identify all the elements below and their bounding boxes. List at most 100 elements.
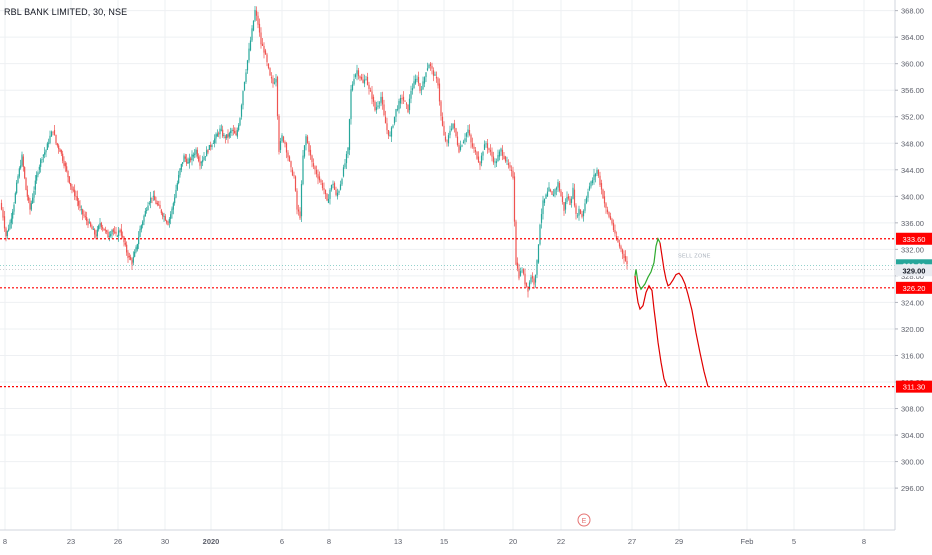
candle-body [371, 91, 373, 99]
candle-body [118, 230, 120, 237]
candle-body [548, 187, 550, 192]
candle-body [567, 196, 570, 199]
candle-body [16, 182, 18, 194]
candle-body [284, 141, 286, 144]
level-price-label: 333.60 [903, 235, 926, 244]
candle-body [75, 196, 77, 197]
candle-body [112, 229, 114, 232]
candle-body [327, 198, 330, 203]
time-tick-label: 13 [394, 537, 402, 546]
candle-body [509, 165, 511, 168]
candle-body [444, 136, 447, 141]
candle-body [537, 244, 540, 263]
candle-body [621, 249, 624, 254]
candle-body [275, 78, 277, 83]
candle-body [83, 214, 85, 216]
candle-body [455, 128, 457, 137]
candle-body [596, 169, 598, 174]
candle-body [579, 209, 582, 214]
candle-body [202, 160, 204, 163]
candle-body [13, 204, 15, 212]
candle-body [20, 165, 22, 169]
candle-body [600, 183, 603, 190]
event-marker-icon[interactable]: E [577, 513, 591, 527]
candle-body [64, 163, 66, 167]
candle-body [558, 183, 561, 191]
candle-body [335, 189, 337, 195]
horizontal-levels[interactable]: SELL ZONE [0, 238, 895, 388]
candle-body [251, 28, 253, 41]
candle-body [156, 202, 158, 205]
candle-body [222, 129, 224, 137]
level-price-badge [896, 232, 932, 245]
candle-body [542, 200, 544, 215]
candle-body [87, 220, 89, 226]
candle-body [405, 103, 408, 105]
candle-body [135, 247, 137, 252]
candle-body [136, 244, 138, 250]
candle-body [515, 221, 517, 265]
candle-body [252, 20, 255, 31]
candle-body [106, 230, 108, 232]
candle-body [561, 196, 564, 203]
candle-body [204, 156, 206, 158]
candle-body [315, 169, 318, 175]
time-axis[interactable]: 8 23 26 30 2020 6 8 13 15 20 22 27 29 Feb 5 8 E [0, 513, 895, 546]
candle-body [76, 196, 78, 201]
candle-body [434, 74, 436, 76]
candle-body [66, 166, 68, 171]
candle-body [369, 90, 372, 92]
candle-body [211, 145, 213, 147]
candle-body [503, 155, 505, 159]
candle-body [512, 170, 514, 179]
price-tick-label: 348.00 [901, 139, 924, 148]
candle-body [263, 46, 265, 53]
candle-body [404, 100, 406, 102]
candle-body [41, 159, 43, 160]
candle-body [437, 78, 439, 86]
candle-body [220, 129, 222, 131]
candle-body [3, 216, 6, 229]
candle-body [48, 142, 50, 144]
candle-body [320, 180, 322, 183]
candle-body [386, 123, 388, 131]
candle-body [399, 97, 402, 104]
candle-body [138, 236, 140, 245]
event-marker-label: E [582, 518, 587, 525]
candle-body [296, 190, 298, 210]
candle-body [384, 116, 387, 124]
candle-body [366, 76, 369, 85]
price-tick-label: 368.00 [901, 7, 924, 16]
candle-body [543, 198, 546, 203]
candle-body [49, 135, 51, 143]
candle-body [494, 161, 496, 163]
candle-body [611, 219, 613, 224]
candle-body [74, 189, 76, 197]
candle-body [585, 197, 588, 203]
candle-body [441, 116, 444, 126]
candle-body [80, 209, 82, 210]
candle-body [416, 78, 418, 80]
candle-body [471, 143, 474, 147]
candle-body [536, 260, 538, 275]
candle-body [248, 48, 250, 61]
candle-body [158, 204, 160, 206]
candle-body [128, 256, 130, 257]
candle-body [26, 189, 28, 197]
candle-body [240, 105, 243, 117]
candle-body [34, 180, 36, 190]
candle-body [372, 96, 375, 102]
candle-body [187, 162, 189, 164]
candle-body [276, 76, 279, 117]
candle-body [123, 236, 125, 243]
candle-body [120, 229, 122, 236]
candle-body [398, 100, 400, 110]
candle-body [317, 174, 319, 179]
candle-body [380, 96, 382, 103]
candle-body [389, 135, 391, 136]
candle-body [488, 148, 490, 150]
candle-body [68, 176, 70, 184]
candle-body [347, 147, 349, 154]
